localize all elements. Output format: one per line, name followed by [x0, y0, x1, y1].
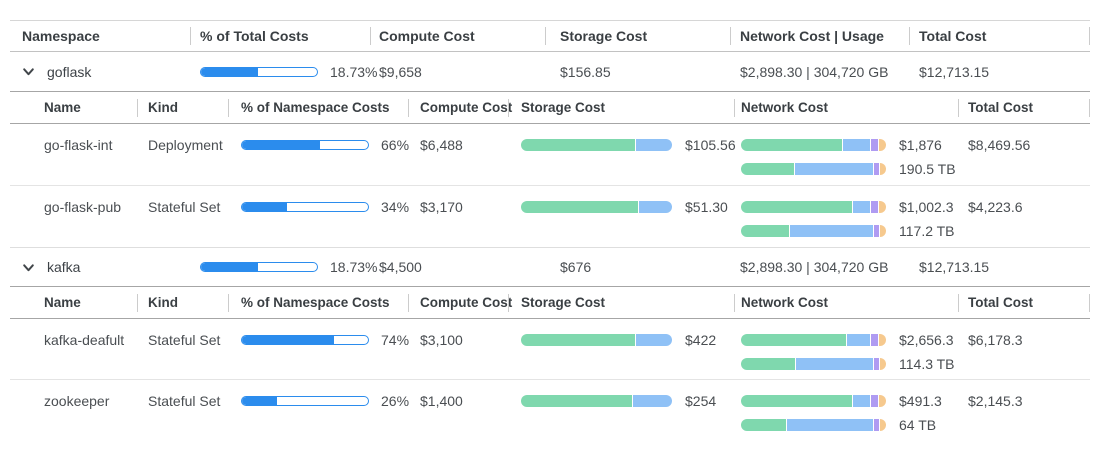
workload-sub-table: Name Kind % of Namespace Costs Compute C… — [10, 91, 1090, 248]
workload-sub-table: Name Kind % of Namespace Costs Compute C… — [10, 286, 1090, 440]
storage-cost-bar — [521, 139, 672, 151]
sub-table-header-row: Name Kind % of Namespace Costs Compute C… — [10, 286, 1090, 319]
percent-total-value: 18.73% — [330, 259, 378, 275]
workload-total-cost: $2,145.3 — [968, 393, 1023, 409]
header-namespace: Namespace — [22, 28, 100, 44]
workload-name: zookeeper — [44, 393, 110, 409]
workload-row[interactable]: kafka-deafult Stateful Set 74% $3,100 $4… — [10, 319, 1090, 380]
workload-kind: Stateful Set — [148, 332, 221, 348]
sub-header-total-cost: Total Cost — [958, 287, 1090, 318]
header-compute-cost: Compute Cost — [370, 21, 545, 51]
workload-compute-cost: $1,400 — [420, 393, 463, 409]
sub-header-network-cost: Network Cost — [734, 287, 958, 318]
sub-header-name: Name — [44, 295, 81, 310]
storage-cost-bar — [521, 201, 672, 213]
percent-total-bar — [200, 66, 318, 77]
namespace-name: kafka — [47, 259, 81, 275]
sub-header-pct-namespace-costs: % of Namespace Costs — [228, 92, 408, 123]
network-usage-value: 64 TB — [899, 417, 937, 433]
workload-total-cost: $8,469.56 — [968, 137, 1031, 153]
header-network-cost-usage: Network Cost | Usage — [730, 21, 909, 51]
network-usage-bar — [741, 358, 886, 370]
network-usage-value: 114.3 TB — [899, 356, 955, 372]
sub-header-storage-cost: Storage Cost — [508, 92, 734, 123]
namespace-network-cost-usage: $2,898.30 | 304,720 GB — [740, 259, 889, 275]
sub-header-name: Name — [44, 100, 81, 115]
namespace-total-cost: $12,713.15 — [919, 259, 990, 275]
workload-compute-cost: $3,170 — [420, 199, 463, 215]
percent-namespace-bar — [241, 335, 369, 345]
sub-header-pct-namespace-costs: % of Namespace Costs — [228, 287, 408, 318]
percent-namespace-bar — [241, 396, 369, 406]
network-cost-bar — [741, 139, 886, 151]
workload-kind: Deployment — [148, 137, 223, 153]
network-cost-bar — [741, 395, 886, 407]
network-usage-value: 190.5 TB — [899, 161, 956, 177]
storage-cost-bar — [521, 334, 672, 346]
workload-compute-cost: $3,100 — [420, 332, 463, 348]
workload-name: go-flask-pub — [44, 199, 122, 215]
sub-header-compute-cost: Compute Cost — [408, 92, 512, 123]
percent-namespace-value: 34% — [381, 199, 410, 215]
network-cost-value: $491.3 — [899, 393, 942, 409]
sub-header-total-cost: Total Cost — [958, 92, 1090, 123]
sub-header-network-cost: Network Cost — [734, 92, 958, 123]
network-cost-bar — [741, 201, 886, 213]
storage-cost-value: $105.56 — [685, 137, 736, 153]
percent-namespace-bar — [241, 202, 369, 212]
namespace-compute-cost: $9,658 — [379, 63, 422, 80]
percent-namespace-value: 74% — [381, 332, 410, 348]
header-storage-cost: Storage Cost — [545, 21, 730, 51]
percent-namespace-bar — [241, 140, 369, 150]
network-cost-value: $1,002.3 — [899, 199, 954, 215]
table-header-row: Namespace % of Total Costs Compute Cost … — [10, 21, 1090, 52]
namespace-row[interactable]: kafka 18.73% $4,500 $676 $2,898.30 | 304… — [10, 248, 1090, 286]
workload-row[interactable]: go-flask-pub Stateful Set 34% $3,170 $51… — [10, 186, 1090, 247]
workload-row[interactable]: go-flask-int Deployment 66% $6,488 $105.… — [10, 124, 1090, 186]
sub-header-kind: Kind — [137, 92, 228, 123]
namespace-name: goflask — [47, 63, 92, 80]
workload-kind: Stateful Set — [148, 393, 221, 409]
storage-cost-value: $422 — [685, 332, 717, 348]
namespace-storage-cost: $676 — [560, 259, 592, 275]
network-usage-bar — [741, 163, 886, 175]
network-cost-bar — [741, 334, 886, 346]
workload-name: go-flask-int — [44, 137, 113, 153]
header-total-cost: Total Cost — [909, 21, 1090, 51]
percent-total-bar — [200, 262, 318, 272]
sub-table-header-row: Name Kind % of Namespace Costs Compute C… — [10, 91, 1090, 124]
cost-allocation-table: Namespace % of Total Costs Compute Cost … — [0, 20, 1100, 456]
workload-total-cost: $4,223.6 — [968, 199, 1023, 215]
network-cost-value: $1,876 — [899, 137, 942, 153]
namespace-network-cost-usage: $2,898.30 | 304,720 GB — [740, 63, 889, 80]
storage-cost-value: $51.30 — [685, 199, 728, 215]
storage-cost-bar — [521, 395, 672, 407]
chevron-down-icon[interactable] — [22, 261, 35, 274]
percent-namespace-value: 26% — [381, 393, 410, 409]
chevron-down-icon[interactable] — [22, 65, 35, 78]
workload-kind: Stateful Set — [148, 199, 221, 215]
header-pct-total-costs: % of Total Costs — [190, 21, 370, 51]
percent-total-value: 18.73% — [330, 63, 378, 80]
workload-name: kafka-deafult — [44, 332, 125, 348]
sub-header-kind: Kind — [137, 287, 228, 318]
storage-cost-value: $254 — [685, 393, 717, 409]
sub-header-storage-cost: Storage Cost — [508, 287, 734, 318]
namespace-row[interactable]: goflask 18.73% $9,658 $156.85 $2,898.30 … — [10, 52, 1090, 91]
sub-header-compute-cost: Compute Cost — [408, 287, 512, 318]
network-cost-value: $2,656.3 — [899, 332, 954, 348]
workload-row[interactable]: zookeeper Stateful Set 26% $1,400 $254 $… — [10, 380, 1090, 440]
workload-compute-cost: $6,488 — [420, 137, 463, 153]
network-usage-bar — [741, 225, 886, 237]
namespace-total-cost: $12,713.15 — [919, 63, 990, 80]
namespace-storage-cost: $156.85 — [560, 63, 611, 80]
network-usage-bar — [741, 419, 886, 431]
namespace-compute-cost: $4,500 — [379, 259, 422, 275]
percent-namespace-value: 66% — [381, 137, 410, 153]
workload-total-cost: $6,178.3 — [968, 332, 1023, 348]
network-usage-value: 117.2 TB — [899, 223, 955, 239]
